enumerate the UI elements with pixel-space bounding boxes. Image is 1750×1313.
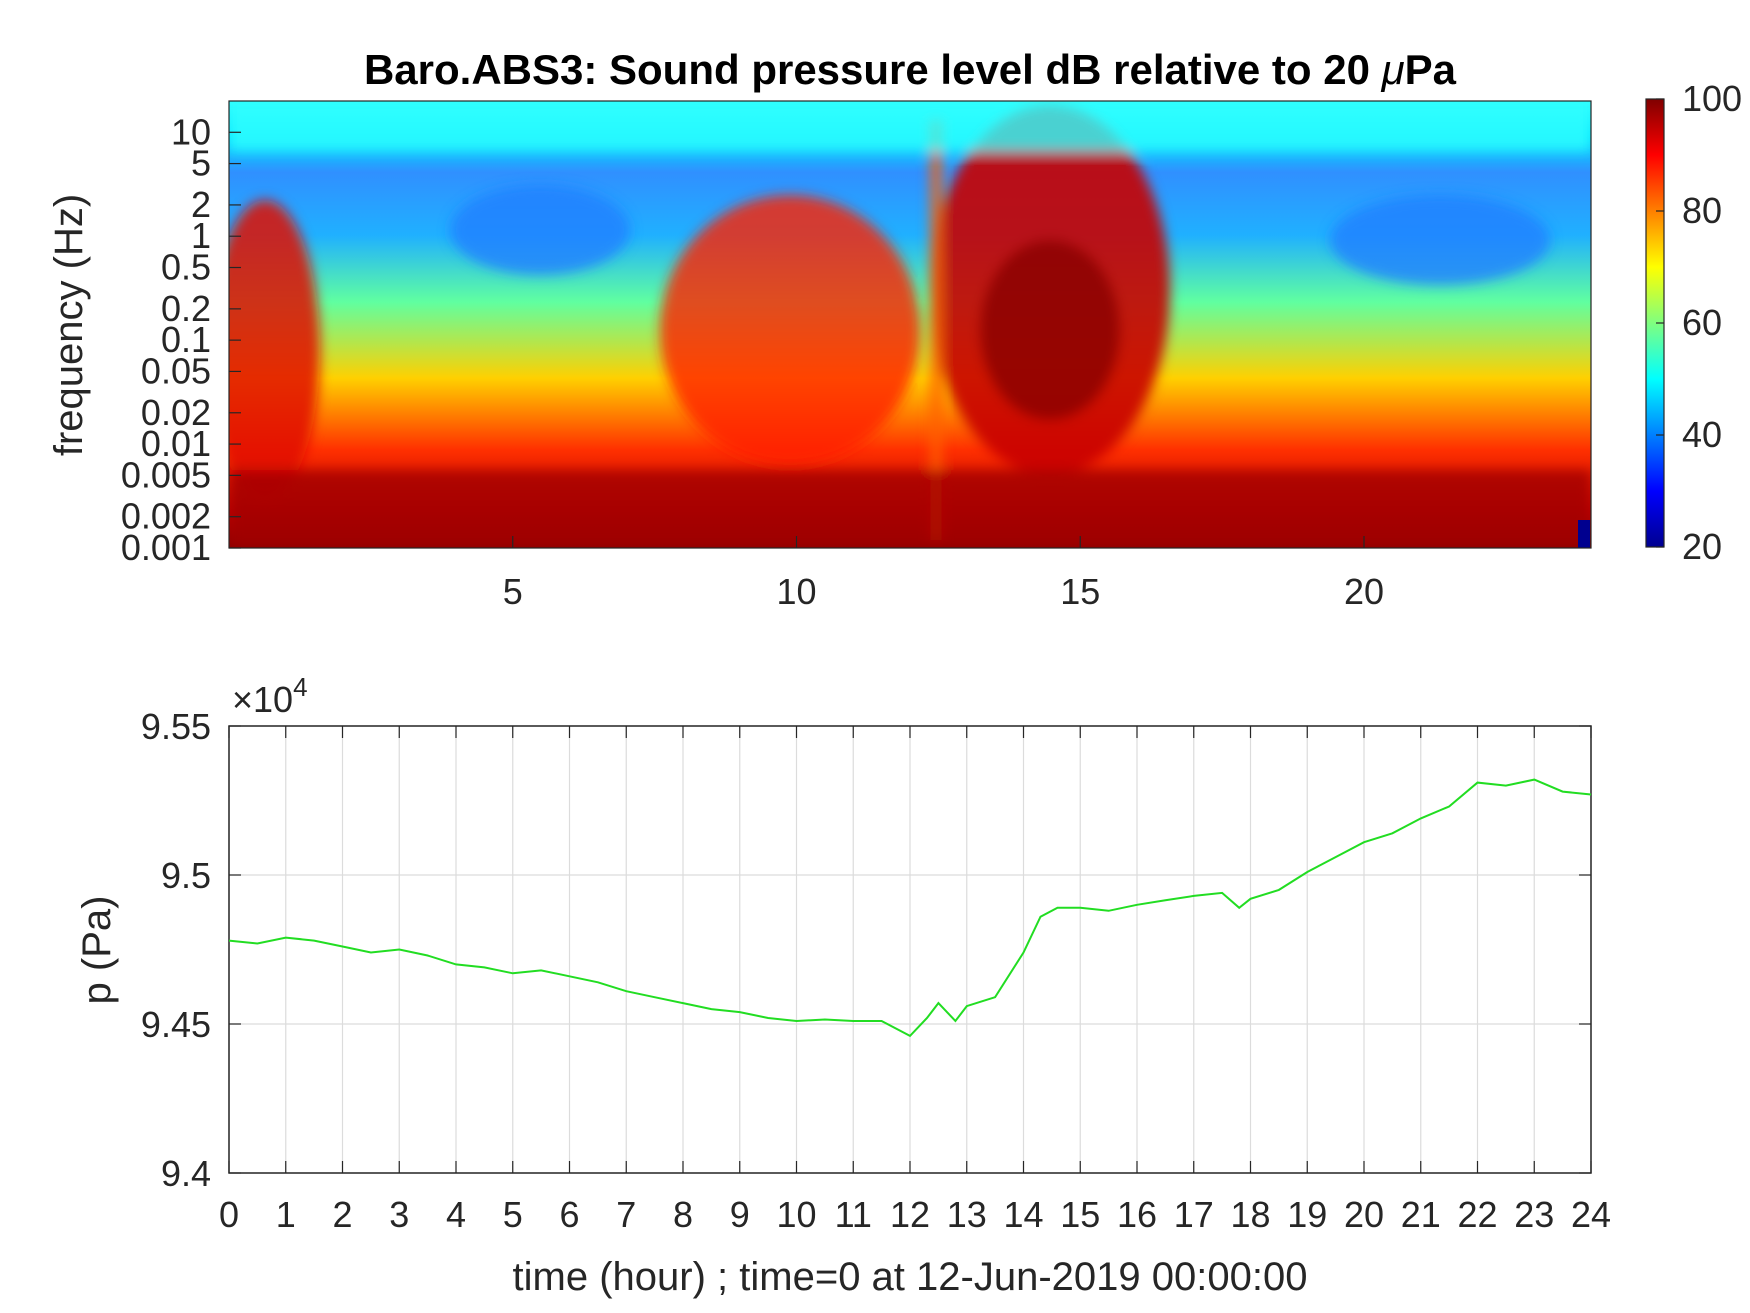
pressure-x-label: time (hour) ; time=0 at 12-Jun-2019 00:0… xyxy=(513,1255,1308,1299)
colorbar-tick-label: 40 xyxy=(1682,414,1722,455)
pressure-x-tick-label: 11 xyxy=(835,1194,872,1235)
pressure-x-tick-label: 13 xyxy=(947,1194,987,1235)
spectrogram-x-tick-label: 15 xyxy=(1060,571,1100,612)
pressure-x-tick-label: 1 xyxy=(276,1194,296,1235)
pressure-x-tick-label: 22 xyxy=(1457,1194,1497,1235)
pressure-grid xyxy=(228,725,1592,1174)
pressure-y-multiplier: ×104 xyxy=(232,672,308,720)
pressure-x-tick-label: 19 xyxy=(1287,1194,1327,1235)
pressure-x-tick-label: 10 xyxy=(776,1194,816,1235)
pressure-x-tick-label: 9 xyxy=(730,1194,750,1235)
pressure-x-tick-label: 15 xyxy=(1060,1194,1100,1235)
pressure-y-tick-label: 9.5 xyxy=(161,855,211,896)
spectrogram-y-tick-label: 0.05 xyxy=(141,350,211,391)
spectrogram-panel: Baro.ABS3: Sound pressure level dB relat… xyxy=(47,46,1742,612)
pressure-x-tick-label: 24 xyxy=(1571,1194,1611,1235)
spectrogram-x-tick-label: 5 xyxy=(503,571,523,612)
pressure-y-tick-label: 9.45 xyxy=(141,1004,211,1045)
pressure-x-tick-label: 23 xyxy=(1514,1194,1554,1235)
spectrogram-x-tick-label: 10 xyxy=(776,571,816,612)
pressure-x-tick-label: 21 xyxy=(1401,1194,1441,1235)
spectrogram-y-tick-label: 0.5 xyxy=(161,246,211,287)
pressure-x-tick-label: 7 xyxy=(616,1194,636,1235)
colorbar-tick-label: 80 xyxy=(1682,190,1722,231)
pressure-x-tick-label: 6 xyxy=(559,1194,579,1235)
spectrogram-title: Baro.ABS3: Sound pressure level dB relat… xyxy=(364,46,1457,93)
spectrogram-y-tick-label: 0.01 xyxy=(141,423,211,464)
colorbar-ticks: 20 40 60 80 100 xyxy=(1656,78,1742,567)
pressure-x-tick-label: 2 xyxy=(332,1194,352,1235)
colorbar-tick-label: 60 xyxy=(1682,302,1722,343)
spectrogram-y-tick-label: 0.002 xyxy=(121,496,211,537)
pressure-y-ticks: 9.4 9.45 9.5 9.55 xyxy=(141,706,1591,1194)
pressure-x-tick-label: 5 xyxy=(503,1194,523,1235)
pressure-y-label: p (Pa) xyxy=(75,896,119,1005)
colorbar: 20 40 60 80 100 xyxy=(1645,78,1742,567)
spectrogram-y-label: frequency (Hz) xyxy=(47,194,91,456)
pressure-y-tick-label: 9.55 xyxy=(141,706,211,747)
spectrogram-y-tick-label: 1 xyxy=(191,215,211,256)
pressure-x-tick-label: 17 xyxy=(1174,1194,1214,1235)
pressure-x-tick-label: 14 xyxy=(1003,1194,1043,1235)
pressure-x-tick-label: 20 xyxy=(1344,1194,1384,1235)
spectrogram-y-tick-label: 0.02 xyxy=(141,392,211,433)
spectrogram-y-tick-label: 0.001 xyxy=(121,527,211,568)
spectrogram-y-tick-label: 0.1 xyxy=(161,319,211,360)
spectrogram-y-tick-label: 0.2 xyxy=(161,288,211,329)
colorbar-tick-label: 20 xyxy=(1682,526,1722,567)
spectrogram-y-ticks: 0.0010.0020.0050.010.020.050.10.20.51251… xyxy=(121,111,241,568)
spectrogram-y-tick-label: 2 xyxy=(191,184,211,225)
pressure-x-ticks: 0 1 2 3 4 5 6 7 8 9 10 11 12 13 14 15 16 17 18 19 20 21 22 23 24 xyxy=(219,726,1611,1235)
pressure-x-tick-label: 18 xyxy=(1230,1194,1270,1235)
pressure-line xyxy=(228,778,1592,1038)
pressure-x-tick-label: 8 xyxy=(673,1194,693,1235)
spectrogram-y-tick-label: 5 xyxy=(191,143,211,184)
pressure-x-tick-label: 0 xyxy=(219,1194,239,1235)
pressure-y-tick-label: 9.4 xyxy=(161,1153,211,1194)
pressure-x-tick-label: 4 xyxy=(446,1194,466,1235)
pressure-x-tick-label: 16 xyxy=(1117,1194,1157,1235)
spectrogram-y-tick-label: 0.005 xyxy=(121,454,211,495)
spectrogram-x-tick-label: 20 xyxy=(1344,571,1384,612)
colorbar-tick-label: 100 xyxy=(1682,78,1742,119)
spectrogram-x-ticks: 5 10 15 20 xyxy=(503,536,1384,612)
spectrogram-image xyxy=(229,101,1591,548)
pressure-x-tick-label: 12 xyxy=(890,1194,930,1235)
spectrogram-frame xyxy=(228,100,1592,549)
pressure-x-tick-label: 3 xyxy=(389,1194,409,1235)
pressure-panel: 0 1 2 3 4 5 6 7 8 9 10 11 12 13 14 15 16 17 18 19 20 21 22 23 24… xyxy=(75,672,1611,1299)
spectrogram-y-tick-label: 10 xyxy=(171,111,211,152)
